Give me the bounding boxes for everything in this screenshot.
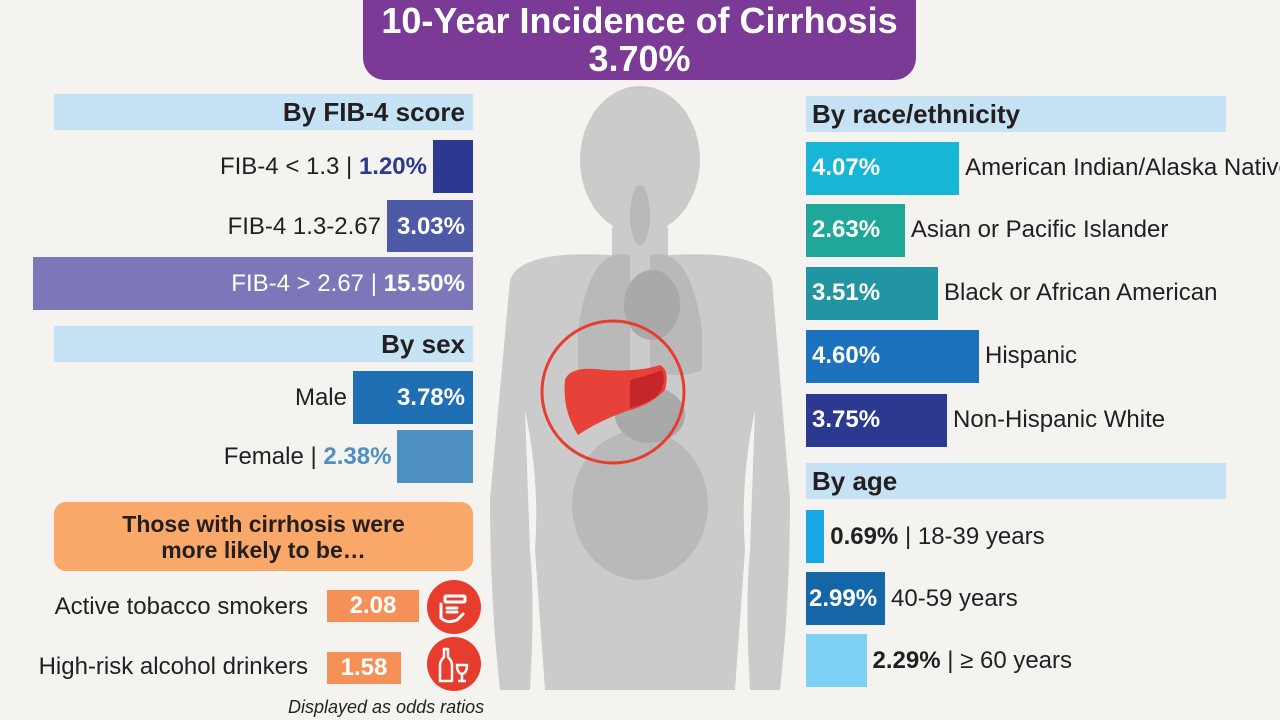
- race-bar: [806, 204, 905, 257]
- age-label: 0.69% | 18-39 years: [830, 522, 1044, 552]
- fib4-value: 1.20%: [358, 153, 427, 180]
- cigarette-icon: [427, 580, 481, 634]
- odds-note: Displayed as odds ratios: [288, 697, 485, 717]
- race-value: 2.63%: [812, 216, 881, 243]
- fib4-value: 3.03%: [396, 213, 465, 240]
- sex-value: 3.78%: [396, 384, 465, 411]
- age-category: | 18-39 years: [898, 523, 1045, 550]
- sex-value: 2.38%: [323, 443, 392, 470]
- race-category: Hispanic: [985, 342, 1078, 369]
- race-value: 3.51%: [812, 279, 881, 306]
- race-bar: [806, 142, 960, 195]
- race-bar: [806, 267, 938, 320]
- fib4-bar: [433, 140, 473, 193]
- title-text: 10-Year Incidence of Cirrhosis: [381, 0, 898, 41]
- sex-header: By sex: [54, 326, 473, 362]
- overall-incidence: 3.70%: [588, 38, 691, 79]
- race-category: Asian or Pacific Islander: [910, 216, 1169, 243]
- age-bar: [806, 634, 867, 687]
- age-label: 2.29% | ≥ 60 years: [873, 646, 1073, 676]
- alcohol-icon: [427, 637, 481, 691]
- race-value: 3.75%: [812, 406, 881, 433]
- fib4-value: 15.50%: [383, 270, 465, 297]
- sex-category: Male: [294, 384, 347, 411]
- race-bar: [806, 394, 948, 447]
- fib4-category: FIB-4 < 1.3 |: [219, 153, 359, 180]
- sex-label: Female | 2.38%: [224, 442, 392, 472]
- age-category: 40-59 years: [891, 585, 1018, 612]
- fib4-bar: [33, 257, 473, 310]
- age-category: | ≥ 60 years: [940, 647, 1073, 674]
- sex-bar: [353, 371, 473, 424]
- race-header: By race/ethnicity: [806, 96, 1226, 132]
- race-value: 4.07%: [812, 154, 881, 181]
- age-header: By age: [806, 463, 1226, 499]
- fib4-category: FIB-4 > 2.67 |: [231, 270, 384, 297]
- fib4-label: FIB-4 < 1.3 | 1.20%: [220, 152, 427, 182]
- odds-value-smokers: 2.08: [327, 590, 419, 622]
- age-value: 0.69%: [830, 523, 899, 550]
- fib4-label: FIB-4 1.3-2.67: [228, 212, 381, 242]
- body-illustration: [490, 86, 790, 690]
- age-bar: [806, 510, 825, 563]
- sex-category: Female |: [223, 443, 324, 470]
- fib4-bar: [386, 200, 473, 252]
- fib4-category: FIB-4 1.3-2.67: [227, 213, 381, 240]
- age-value: 2.29%: [872, 647, 941, 674]
- liver-highlight: [540, 319, 686, 465]
- fib4-header: By FIB-4 score: [54, 94, 473, 130]
- fib4-label: FIB-4 > 2.67 | 15.50%: [231, 269, 465, 299]
- race-category: Black or African American: [944, 279, 1218, 306]
- odds-value-alcohol: 1.58: [327, 652, 401, 684]
- race-bar: [806, 330, 979, 383]
- odds-label-smokers: Active tobacco smokers: [54, 593, 308, 620]
- odds-label-alcohol: High-risk alcohol drinkers: [38, 653, 308, 680]
- sex-bar: [397, 430, 473, 483]
- race-value: 4.60%: [812, 342, 881, 369]
- race-category: Non-Hispanic White: [953, 406, 1166, 433]
- age-bar: [806, 572, 885, 625]
- title-banner: 10-Year Incidence of Cirrhosis 3.70%: [363, 0, 916, 80]
- race-category: American Indian/Alaska Native: [965, 154, 1280, 181]
- odds-heading: Those with cirrhosis were more likely to…: [54, 502, 473, 571]
- age-value: 2.99%: [809, 585, 878, 612]
